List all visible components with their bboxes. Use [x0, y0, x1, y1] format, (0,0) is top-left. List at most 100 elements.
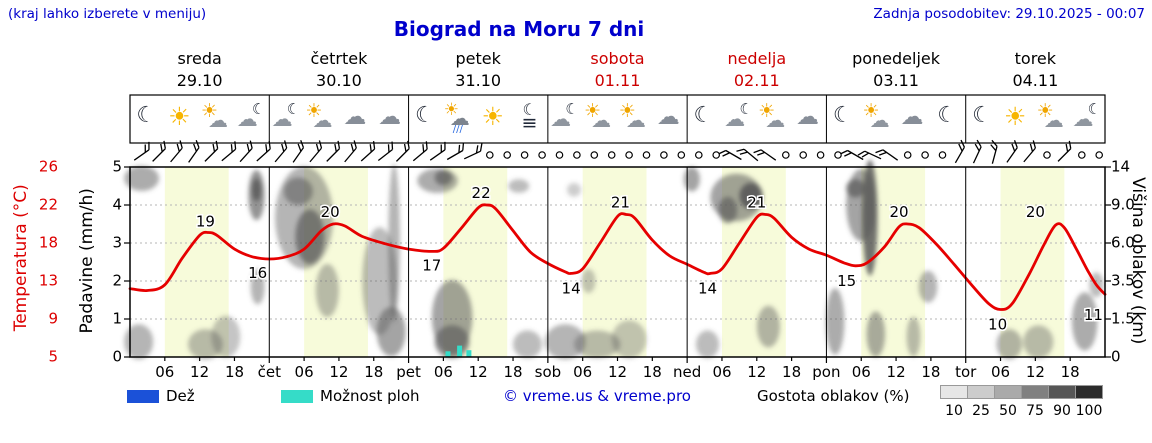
day-name: torek — [1014, 49, 1057, 68]
calm-wind-icon — [642, 151, 651, 159]
wind-barb-icon — [204, 140, 219, 162]
wind-barb-icon — [360, 141, 376, 162]
moon-cloud-icon: ☾ ☁ — [550, 100, 579, 131]
hour-tick-label: 06 — [434, 363, 453, 381]
moon-cloud-icon: ☾ ☁ — [1072, 100, 1102, 131]
temp-value-label: 20 — [889, 203, 908, 221]
sun-cloud-icon: ☀ ☁ — [618, 100, 646, 132]
wind-barb-icon — [326, 140, 341, 162]
showers-legend-label: Možnost ploh — [320, 387, 420, 405]
precipitation-tick: 4 — [112, 195, 122, 214]
calm-wind-icon — [903, 151, 912, 159]
wind-barb-icon — [412, 141, 428, 162]
hour-tick-label: 06 — [991, 363, 1010, 381]
temp-value-label: 11 — [1084, 306, 1103, 324]
calm-wind-icon — [694, 151, 703, 159]
wind-barb-icon — [463, 143, 483, 160]
temp-value-label: 19 — [196, 213, 215, 231]
cloud-icon: ☁ — [656, 104, 680, 130]
wind-barb-icon — [736, 148, 759, 162]
density-swatch — [1021, 385, 1049, 399]
hour-tick-label: 06 — [295, 363, 314, 381]
wind-barb-icon — [857, 150, 882, 160]
cloud-icon: ☁ — [343, 104, 367, 130]
calm-wind-icon — [485, 151, 494, 159]
temp-value-label: 14 — [698, 279, 717, 297]
calm-wind-icon — [921, 151, 929, 159]
wind-barb-icon — [239, 140, 253, 163]
temperature-tick: 5 — [48, 347, 58, 366]
hour-tick-label: 18 — [225, 363, 244, 381]
temp-value-label: 21 — [747, 194, 766, 212]
temp-value-label: 14 — [562, 279, 581, 297]
day-abbr-label: pon — [812, 363, 840, 381]
temperature-value-labels: 19 16 20 17 22 14 21 14 21 15 20 10 20 11 — [194, 183, 1104, 336]
day-abbr-label: pet — [396, 363, 421, 381]
precipitation-tick: 5 — [112, 157, 122, 176]
day-date: 30.10 — [316, 71, 362, 90]
wind-barb-icon — [344, 140, 357, 163]
day-name: petek — [455, 49, 501, 68]
cloud-icon: ☁ — [900, 104, 924, 130]
hour-tick-label: 18 — [921, 363, 940, 381]
hour-tick-label: 18 — [364, 363, 383, 381]
wind-barb-icon — [840, 149, 864, 161]
cloud-height-tick: 14 — [1111, 157, 1131, 176]
calm-wind-icon — [1095, 151, 1103, 159]
sun-rain-icon: ☀ ☁/// — [443, 100, 470, 135]
sun-icon: ☀ — [481, 102, 505, 131]
density-swatch — [1048, 385, 1076, 399]
cloud-height-tick: 6.0 — [1111, 233, 1135, 252]
temp-value-label: 22 — [472, 184, 491, 202]
hour-tick-label: 12 — [608, 363, 627, 381]
wind-barb-icon — [133, 141, 150, 161]
calm-wind-icon — [660, 151, 668, 159]
wind-barb-icon — [309, 140, 323, 163]
density-value-label: 10 — [945, 403, 963, 419]
calm-wind-icon — [799, 151, 808, 159]
menu-hint-text: (kraj lahko izberete v meniju) — [8, 6, 207, 22]
calm-wind-icon — [712, 151, 721, 159]
wind-barb-icon — [954, 139, 965, 164]
density-swatch — [940, 385, 968, 399]
wind-symbols — [133, 139, 1103, 164]
rain-legend-label: Dež — [166, 387, 195, 405]
cloud-density-scale: 10 25 50 75 90 100 — [940, 385, 1104, 419]
hour-tick-label: 12 — [190, 363, 209, 381]
calm-wind-icon — [538, 151, 546, 159]
density-value-label: 75 — [1026, 403, 1044, 419]
temp-value-label: 20 — [321, 203, 340, 221]
wind-barb-icon — [718, 149, 742, 161]
wind-barb-icon — [377, 141, 394, 162]
cloud-moon-icon: ☾ ☁ — [236, 100, 266, 131]
calm-wind-icon — [555, 151, 564, 159]
hour-tick-label: 18 — [643, 363, 662, 381]
moon-icon: ☾ — [693, 103, 714, 128]
density-swatch — [967, 385, 995, 399]
day-date: 01.11 — [594, 71, 641, 90]
temperature-curve — [128, 203, 1107, 311]
temperature-tick: 13 — [38, 271, 58, 290]
sun-cloud-icon: ☀ ☁ — [758, 100, 786, 132]
temperature-tick: 26 — [38, 157, 58, 176]
day-date: 03.11 — [873, 71, 919, 90]
temp-value-label: 21 — [611, 194, 630, 212]
day-name: četrtek — [310, 49, 368, 68]
hour-tick-label: 06 — [712, 363, 731, 381]
wind-barb-icon — [1023, 140, 1037, 163]
hour-tick-label: 12 — [469, 363, 488, 381]
wind-barb-icon — [875, 149, 899, 161]
day-abbr-label: tor — [955, 363, 977, 381]
day-abbr-label: čet — [258, 363, 281, 381]
density-value-label: 100 — [1075, 403, 1103, 419]
cloud-density-legend-label: Gostota oblakov (%) — [757, 387, 910, 405]
wind-barb-icon — [429, 141, 446, 161]
copyright-link[interactable]: © vreme.us & vreme.pro — [503, 387, 691, 405]
showers-legend-swatch — [281, 390, 313, 403]
density-swatch — [994, 385, 1022, 399]
calm-wind-icon — [503, 151, 512, 159]
day-date: 02.11 — [733, 71, 780, 90]
sun-cloud-icon: ☀ ☁ — [305, 100, 333, 132]
hour-tick-label: 12 — [747, 363, 766, 381]
